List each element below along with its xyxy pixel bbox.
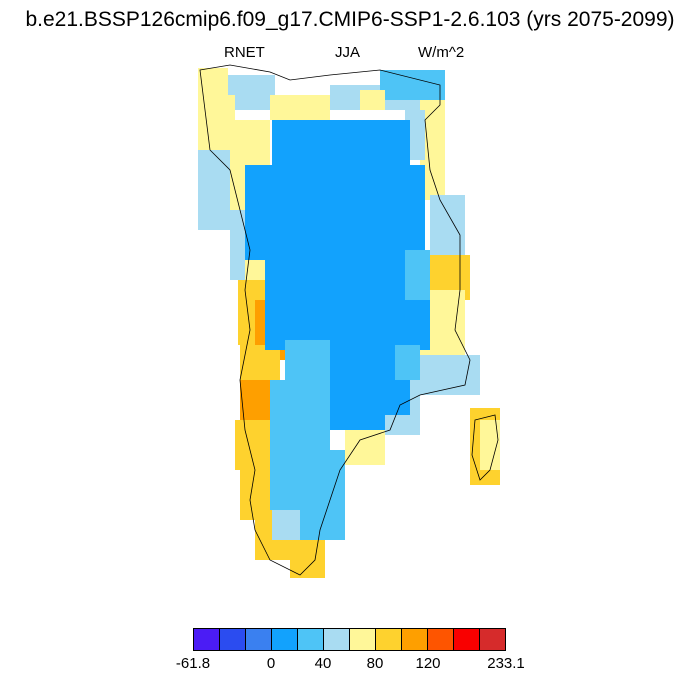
units-label: W/m^2	[418, 44, 465, 61]
map-cell	[380, 70, 445, 100]
colorbar-tick-label: 40	[314, 655, 332, 672]
coastline	[199, 64, 471, 576]
interior-cells	[245, 120, 430, 540]
island-coastline	[471, 414, 499, 481]
colorbar-tick-label: 120	[415, 655, 441, 672]
map-cell	[395, 345, 420, 380]
season-label: JJA	[335, 44, 361, 61]
map-cell	[240, 345, 280, 380]
map-cell	[235, 420, 275, 470]
colorbar-swatch	[480, 629, 505, 650]
colorbar	[193, 628, 506, 651]
colorbar-swatch	[428, 629, 454, 650]
variable-label: RNET	[224, 44, 265, 61]
map-cell	[270, 95, 330, 120]
map-cell	[290, 540, 325, 578]
colorbar-swatch	[350, 629, 376, 650]
colorbar-swatch	[376, 629, 402, 650]
east-island-cells	[470, 408, 500, 485]
colorbar-swatch	[454, 629, 480, 650]
colorbar-swatch	[246, 629, 272, 650]
colorbar-swatch	[298, 629, 324, 650]
map-title: b.e21.BSSP126cmip6.f09_g17.CMIP6-SSP1-2.…	[25, 8, 675, 31]
map-cell	[300, 450, 345, 540]
colorbar-swatch	[194, 629, 220, 650]
map-cell	[480, 420, 500, 470]
map-cell	[198, 95, 235, 150]
colorbar-tick-label: -61.8	[175, 655, 211, 672]
map-cell	[228, 75, 275, 110]
colorbar-swatch	[324, 629, 350, 650]
map-cell	[405, 250, 430, 300]
colorbar-swatch	[402, 629, 428, 650]
map-cell	[430, 195, 465, 255]
map-cell	[265, 255, 430, 350]
colorbar-swatch	[272, 629, 298, 650]
map-cell	[198, 150, 230, 230]
map-cell	[345, 430, 385, 465]
colorbar-swatch	[220, 629, 246, 650]
map-cell	[325, 405, 385, 430]
colorbar-tick-label: 0	[266, 655, 276, 672]
map-cell	[245, 165, 425, 260]
colorbar-tick-label: 80	[366, 655, 384, 672]
map-cell	[198, 68, 228, 95]
map-cell	[360, 90, 385, 110]
map-cell	[420, 100, 445, 200]
colorbar-tick-label: 233.1	[487, 655, 525, 672]
